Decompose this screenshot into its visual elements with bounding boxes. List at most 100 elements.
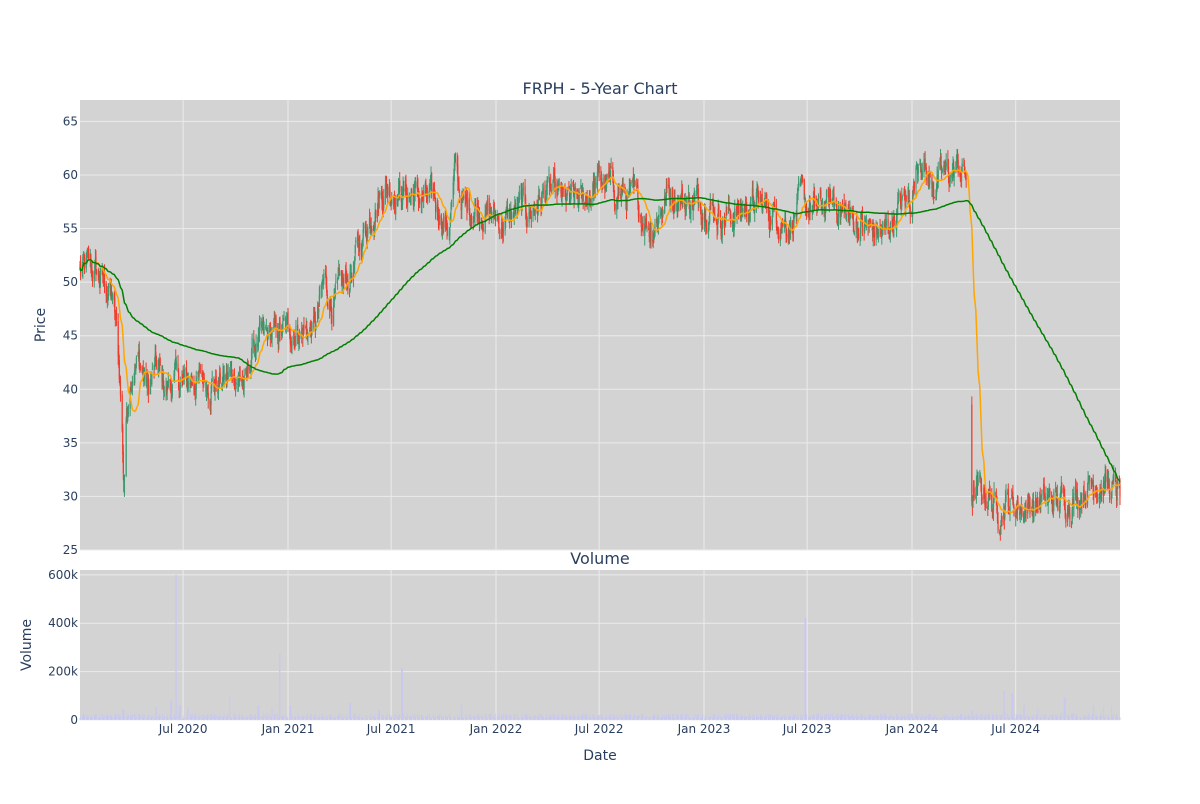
volume-bar [530, 715, 532, 720]
volume-bar [877, 716, 879, 720]
volume-bar [255, 713, 256, 720]
volume-bar [797, 714, 798, 720]
candle-body [845, 213, 848, 216]
volume-bar [345, 713, 347, 720]
volume-bar [450, 717, 451, 720]
volume-bar [143, 714, 145, 720]
volume-bar [1024, 716, 1026, 720]
volume-bar [624, 713, 626, 720]
volume-bar [642, 713, 644, 720]
volume-bar [377, 716, 378, 720]
volume-bar [892, 718, 894, 720]
volume-bar [709, 716, 711, 720]
candle-body [352, 261, 355, 279]
volume-bar [448, 714, 450, 720]
volume-bar [803, 717, 805, 720]
volume-bar [215, 715, 217, 720]
candle-body [469, 219, 471, 221]
candle-body [541, 190, 543, 197]
volume-bar [150, 717, 152, 720]
volume-bar [668, 716, 670, 720]
volume-bar [151, 715, 153, 720]
volume-bar [302, 716, 304, 720]
volume-bar [676, 714, 678, 720]
volume-bar [905, 718, 907, 720]
candle-body [596, 171, 599, 186]
candle-body [943, 170, 946, 172]
volume-bar [337, 716, 338, 720]
volume-bar [250, 714, 252, 720]
candle-body [1110, 491, 1113, 499]
candle-body [534, 209, 536, 212]
candle-body [883, 225, 885, 227]
candle-body [391, 200, 393, 204]
volume-bar [616, 714, 618, 720]
volume-bar [714, 714, 716, 720]
volume-bar [601, 715, 603, 720]
volume-bar [684, 717, 686, 720]
candle-body [453, 162, 455, 173]
volume-bar [223, 715, 225, 720]
volume-bar [496, 717, 498, 720]
candle-body [755, 192, 758, 206]
volume-bar [582, 713, 584, 720]
candle-body [1005, 492, 1007, 501]
candle-body [203, 377, 205, 381]
volume-bar [893, 715, 895, 720]
volume-bar [283, 716, 284, 720]
volume-bar [1004, 716, 1006, 720]
volume-bar [748, 714, 750, 720]
volume-bar [389, 714, 391, 720]
volume-bar [981, 713, 983, 720]
volume-bar [561, 713, 563, 720]
volume-bar [457, 718, 459, 720]
candle-body [335, 281, 337, 284]
candle-body [302, 328, 304, 338]
volume-bar [745, 716, 746, 720]
candle-body [612, 174, 614, 187]
volume-bar [686, 713, 688, 720]
volume-bar [177, 715, 179, 720]
candle-body [211, 384, 213, 391]
candle-body [1080, 499, 1082, 511]
volume-bar [286, 715, 288, 720]
volume-bar [908, 716, 909, 720]
candle-body [1061, 487, 1063, 493]
candle-body [1065, 514, 1067, 523]
volume-bar [713, 714, 715, 720]
volume-bar [937, 717, 939, 720]
candle-body [1040, 496, 1042, 498]
volume-bar [692, 717, 694, 720]
candle-body [597, 167, 599, 174]
volume-bar [840, 713, 842, 720]
volume-bar [923, 717, 925, 720]
volume-bar [652, 716, 654, 720]
volume-bar [729, 714, 731, 720]
volume-bar [1027, 714, 1029, 720]
volume-bar [992, 715, 994, 720]
volume-bar [442, 717, 444, 720]
volume-bar [860, 713, 862, 720]
volume-bar [326, 714, 328, 720]
candle-body [290, 342, 292, 346]
volume-bar [285, 715, 287, 720]
volume-bar [319, 716, 321, 720]
candle-body [900, 197, 902, 209]
volume-bar [561, 717, 562, 720]
volume-bar [408, 716, 410, 720]
candle-body [872, 225, 874, 238]
candle-body [91, 266, 93, 273]
volume-bar [124, 715, 125, 720]
volume-bar [549, 714, 551, 720]
volume-bar [753, 715, 755, 720]
volume-bar [809, 714, 811, 720]
volume-bar [1051, 714, 1053, 720]
candle-body [86, 255, 88, 261]
volume-bar [209, 714, 211, 720]
candle-body [680, 199, 682, 204]
candle-body [105, 283, 107, 296]
candle-body [405, 179, 407, 190]
candle-body [710, 201, 712, 205]
volume-bar [1105, 714, 1107, 720]
volume-bar [1067, 715, 1069, 720]
